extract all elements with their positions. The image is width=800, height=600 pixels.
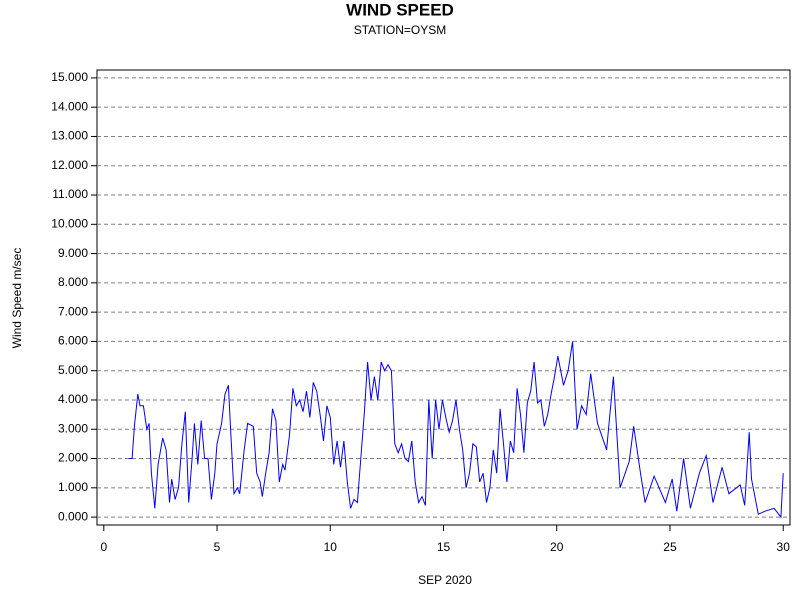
y-tick-label: 12.000	[51, 158, 88, 172]
y-tick-label: 15.000	[51, 70, 88, 84]
y-tick-label: 2.000	[58, 451, 88, 465]
y-tick-label: 5.000	[58, 363, 88, 377]
data-line	[128, 341, 784, 519]
y-axis-label: Wind Speed m/sec	[10, 248, 24, 349]
y-tick-label: 3.000	[58, 421, 88, 435]
x-tick-label: 10	[324, 540, 338, 554]
x-axis-label: SEP 2020	[418, 573, 472, 587]
x-tick-label: 30	[777, 540, 791, 554]
plot-frame	[96, 69, 791, 526]
x-tick-label: 20	[550, 540, 564, 554]
y-tick-label: 4.000	[58, 392, 88, 406]
x-tick-label: 15	[437, 540, 451, 554]
y-tick-label: 10.000	[51, 216, 88, 230]
y-tick-label: 11.000	[52, 187, 88, 201]
y-tick-label: 14.000	[51, 99, 88, 113]
y-tick-label: 6.000	[58, 334, 88, 348]
y-tick-label: 9.000	[58, 246, 88, 260]
y-tick-label: 0.000	[58, 509, 88, 523]
chart-subtitle: STATION=OYSM	[354, 23, 447, 37]
y-tick-label: 8.000	[58, 275, 88, 289]
x-tick-label: 25	[663, 540, 677, 554]
x-tick-label: 0	[100, 540, 107, 554]
y-tick-label: 13.000	[51, 129, 88, 143]
y-tick-label: 1.000	[58, 480, 88, 494]
x-tick-label: 5	[214, 540, 221, 554]
y-tick-label: 7.000	[58, 304, 88, 318]
chart-title: WIND SPEED	[346, 0, 454, 19]
